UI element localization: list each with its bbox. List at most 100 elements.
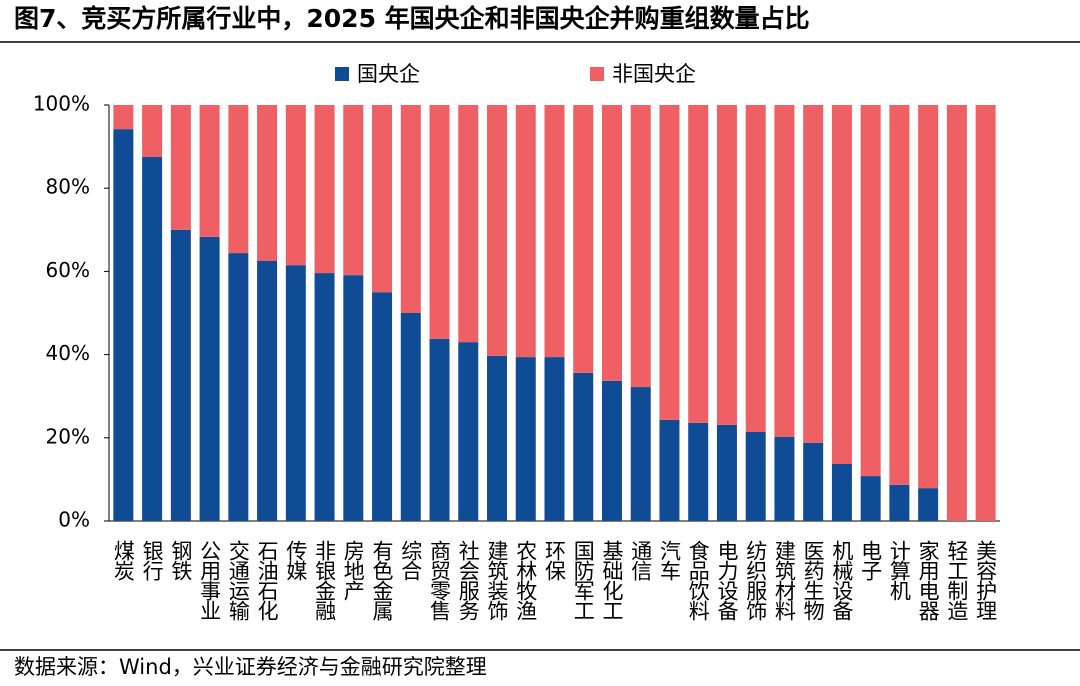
legend-swatch <box>590 67 604 81</box>
x-tick-label: 交通运输 <box>226 540 251 620</box>
bar-segment <box>688 422 709 521</box>
y-tick-label: 80% <box>46 175 90 199</box>
bar-segment <box>372 292 393 521</box>
bar-segment <box>831 105 852 465</box>
x-tick-label: 纺织服饰 <box>743 540 768 620</box>
x-tick-label: 农林牧渔 <box>513 540 538 620</box>
bar-segment <box>314 105 335 274</box>
bar-segment <box>544 357 565 521</box>
x-tick-label: 家用电器 <box>916 540 941 620</box>
bar-segment <box>860 476 881 521</box>
bar-segment <box>889 105 910 485</box>
bar-segment <box>257 261 278 521</box>
x-tick-label: 房地产 <box>341 540 366 600</box>
bar-segment <box>601 105 622 381</box>
x-tick-label: 环保 <box>542 540 567 580</box>
bar-segment <box>343 275 364 521</box>
y-tick-label: 40% <box>46 341 90 365</box>
bar-segment <box>400 105 421 313</box>
bar-segment <box>458 342 479 521</box>
legend-swatch <box>335 67 349 81</box>
x-tick-label: 钢铁 <box>168 540 193 580</box>
bar-segment <box>975 105 996 521</box>
bar-segment <box>918 488 939 521</box>
x-tick-label: 商贸零售 <box>427 540 452 620</box>
x-tick-label: 食品饮料 <box>686 540 711 620</box>
bar-segment <box>487 355 508 521</box>
y-tick-label: 20% <box>46 424 90 448</box>
bar-segment <box>544 105 565 358</box>
bar-segment <box>285 105 306 266</box>
bar-segment <box>745 431 766 521</box>
bar-segment <box>630 105 651 388</box>
bar-segment <box>688 105 709 423</box>
bar-segment <box>659 105 680 420</box>
bar-segment <box>515 105 536 358</box>
bar-segment <box>314 273 335 521</box>
bar-segment <box>113 105 134 130</box>
x-tick-label: 机械设备 <box>829 540 854 620</box>
bar-segment <box>774 436 795 521</box>
bar-segment <box>170 105 191 230</box>
bar-segment <box>400 313 421 521</box>
x-tick-label: 美容护理 <box>973 540 998 620</box>
y-tick-label: 100% <box>33 92 90 116</box>
bar-segment <box>343 105 364 276</box>
bar-segment <box>199 236 220 521</box>
bar-segment <box>113 129 134 522</box>
x-tick-label: 基础化工 <box>599 540 624 620</box>
x-tick-label: 银行 <box>140 540 165 580</box>
bar-segment <box>285 265 306 521</box>
bar-segment <box>573 372 594 521</box>
x-tick-label: 煤炭 <box>111 540 136 580</box>
x-tick-label: 传媒 <box>283 540 308 580</box>
x-tick-label: 有色金属 <box>370 540 395 620</box>
bar-segment <box>601 380 622 521</box>
chart-title: 图7、竞买方所属行业中，2025 年国央企和非国央企并购重组数量占比 <box>14 4 810 33</box>
bar-segment <box>199 105 220 237</box>
bar-segment <box>889 484 910 521</box>
x-tick-label: 建筑装饰 <box>485 540 510 620</box>
bar-segment <box>918 105 939 489</box>
x-tick-label: 电子 <box>858 540 883 580</box>
bar-segment <box>429 338 450 521</box>
bar-segment <box>228 253 249 521</box>
x-tick-label: 公用事业 <box>197 540 222 620</box>
x-tick-label: 轻工制造 <box>944 540 969 620</box>
bar-segment <box>860 105 881 477</box>
x-tick-label: 医药生物 <box>801 540 826 620</box>
bar-segment <box>458 105 479 343</box>
bar-segment <box>630 387 651 521</box>
bar-segment <box>745 105 766 432</box>
source: 数据来源：Wind，兴业证券经济与金融研究院整理 <box>14 655 487 679</box>
x-tick-label: 非银金融 <box>312 540 337 620</box>
bar-segment <box>831 464 852 521</box>
bar-segment <box>170 229 191 522</box>
x-tick-label: 国防军工 <box>571 540 596 620</box>
bar-segment <box>803 442 824 521</box>
x-tick-label: 计算机 <box>887 540 912 600</box>
y-tick-label: 60% <box>46 258 90 282</box>
x-tick-label: 电力设备 <box>714 540 739 620</box>
bar-segment <box>716 424 737 521</box>
bar-segment <box>142 105 163 157</box>
x-tick-label: 石油石化 <box>255 540 280 620</box>
bar-segment <box>257 105 278 261</box>
bar-segment <box>946 105 967 521</box>
bar-segment <box>429 105 450 339</box>
legend-label: 非国央企 <box>612 62 696 86</box>
x-tick-label: 汽车 <box>657 540 682 580</box>
bar-segment <box>659 419 680 521</box>
x-tick-label: 通信 <box>628 540 653 580</box>
x-tick-label: 建筑材料 <box>772 540 797 620</box>
bar-segment <box>515 357 536 521</box>
legend-label: 国央企 <box>357 62 420 86</box>
bar-segment <box>803 105 824 443</box>
x-tick-label: 综合 <box>398 540 423 580</box>
x-tick-label: 社会服务 <box>456 540 481 620</box>
bar-segment <box>228 105 249 254</box>
bar-segment <box>487 105 508 356</box>
bar-segment <box>573 105 594 373</box>
